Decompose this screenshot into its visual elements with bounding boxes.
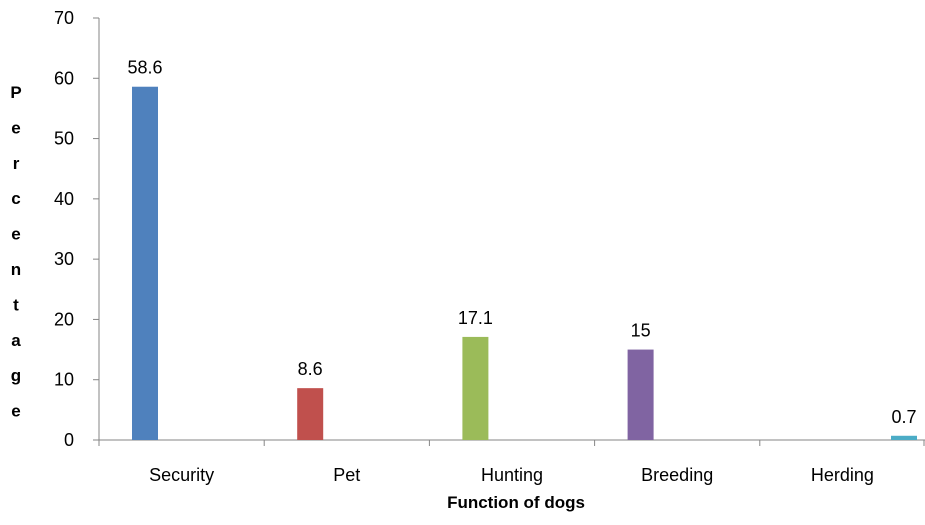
bar-breeding [627, 349, 654, 440]
x-tick-label: Security [149, 465, 214, 485]
y-axis-title-letter: P [10, 83, 21, 102]
y-axis-title-letter: r [13, 154, 20, 173]
bar-herding [891, 435, 917, 440]
x-tick-label: Pet [333, 465, 360, 485]
x-tick-label: Breeding [641, 465, 713, 485]
x-axis: Security Pet Hunting Breeding Herding [98, 439, 925, 485]
y-tick-label: 40 [54, 189, 74, 209]
y-tick-label: 10 [54, 370, 74, 390]
y-tick-label: 70 [54, 8, 74, 28]
y-tick-label: 30 [54, 249, 74, 269]
data-label: 58.6 [127, 58, 162, 78]
y-axis-title-letter: t [13, 295, 19, 314]
data-label: 17.1 [458, 308, 493, 328]
x-tick-label: Herding [811, 465, 874, 485]
y-tick-label: 50 [54, 129, 74, 149]
y-tick-label: 60 [54, 68, 74, 88]
y-axis-title-letter: e [11, 225, 20, 244]
bar-security [132, 86, 158, 441]
x-tick-label: Hunting [481, 465, 543, 485]
data-label: 8.6 [298, 359, 323, 379]
y-tick-label: 0 [64, 430, 74, 450]
y-axis-title-letter: c [11, 189, 20, 208]
bar-pet [297, 388, 324, 440]
data-labels: 58.6 8.6 17.1 15 0.7 [127, 58, 916, 427]
bar-hunting [462, 336, 489, 440]
y-axis: 0 10 20 30 40 50 60 70 [54, 8, 100, 450]
data-label: 15 [631, 321, 651, 341]
y-axis-title-letter: a [11, 331, 21, 350]
y-axis-title-letter: g [11, 366, 21, 385]
x-axis-title: Function of dogs [447, 493, 585, 512]
y-axis-title-letter: n [11, 260, 21, 279]
bars [132, 86, 917, 441]
y-axis-title-letter: e [11, 402, 20, 421]
data-label: 0.7 [891, 407, 916, 427]
y-axis-title-letter: e [11, 118, 20, 137]
y-tick-label: 20 [54, 309, 74, 329]
